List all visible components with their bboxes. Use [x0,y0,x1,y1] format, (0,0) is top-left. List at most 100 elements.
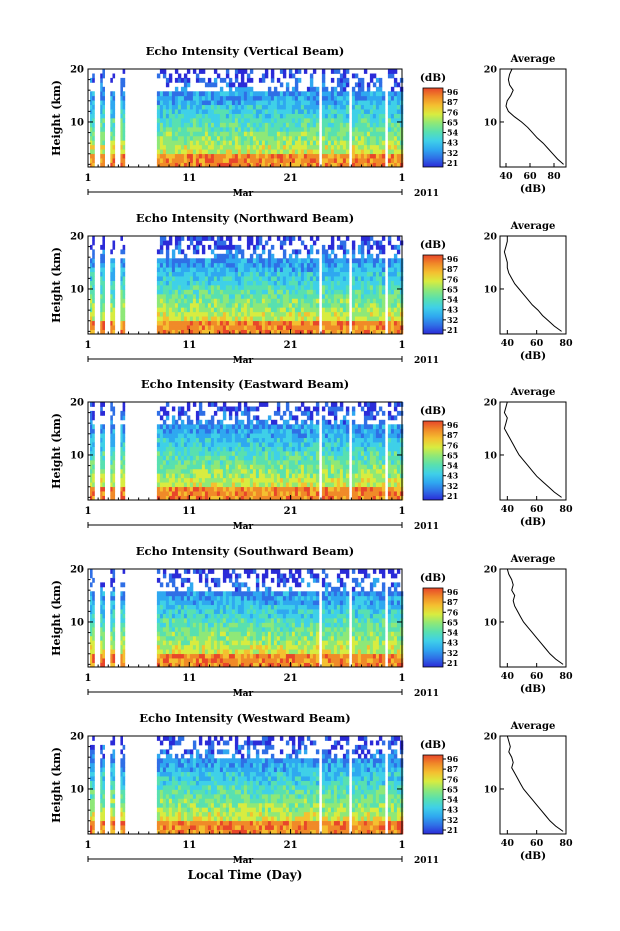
heatmap-cell [360,482,365,488]
heatmap-cell [102,280,105,286]
heatmap-cell [261,113,266,119]
heatmap-cell [282,442,287,447]
heatmap-cell [219,325,224,330]
heatmap-cell [225,428,230,434]
heatmap-cell [255,91,260,97]
heatmap-cell [186,491,191,496]
heatmap-cell [309,486,314,492]
heatmap-cell [255,144,260,150]
heatmap-cell [321,118,326,123]
heatmap-cell [228,477,233,483]
heatmap-cell [156,477,161,483]
heatmap-cell [234,249,239,255]
heatmap-cell [177,289,182,295]
heatmap-cell [225,135,230,141]
heatmap-cell [183,86,188,92]
heatmap-cell [171,316,176,322]
heatmap-cell [369,91,374,97]
heatmap-cell [207,293,212,299]
heatmap-cell [228,320,233,326]
heatmap-cell [264,109,269,114]
heatmap-cell [345,442,350,447]
heatmap-cell [210,100,215,106]
heatmap-cell [351,406,356,412]
heatmap-cell [321,244,326,250]
heatmap-cell [363,307,368,313]
heatmap-cell [303,311,308,317]
heatmap-cell [303,433,308,439]
heatmap-cell [210,329,215,335]
heatmap-cell [156,437,161,443]
heatmap-cell [246,459,251,465]
heatmap-cell [219,158,224,163]
heatmap-cell [213,473,218,479]
heatmap-cell [240,293,245,299]
heatmap-cell [324,293,329,299]
heatmap-cell [228,122,233,128]
heatmap-cell [285,406,290,412]
heatmap-cell [258,113,263,119]
heatmap-cell [222,468,227,474]
heatmap-cell [276,109,281,114]
heatmap-cell [168,258,173,264]
heatmap-cell [168,424,173,430]
heatmap-cell [309,158,314,163]
heatmap-cell [381,258,386,264]
heatmap-cell [378,262,383,268]
heatmap-cell [336,442,341,447]
heatmap-cell [252,311,257,317]
heatmap-cell [354,459,359,465]
heatmap-cell [312,162,317,168]
heatmap-cell [315,113,320,119]
heatmap-cell [210,140,215,146]
heatmap-cell [255,419,260,425]
heatmap-cell [249,131,254,137]
heatmap-cell [270,285,275,290]
heatmap-cell [225,406,230,412]
heatmap-cell [309,446,314,452]
heatmap-cell [309,267,314,273]
heatmap-cell [270,329,275,335]
heatmap-cell [162,446,167,452]
heatmap-cell [195,109,200,114]
heatmap-cell [306,271,311,277]
heatmap-cell [198,240,203,246]
heatmap-cell [195,91,200,97]
heatmap-cell [219,77,224,83]
heatmap-cell [186,320,191,326]
heatmap-cell [282,419,287,425]
heatmap-cell [204,428,209,434]
heatmap-cell [291,433,296,439]
heatmap-cell [351,271,356,277]
colorbar [422,87,444,168]
heatmap-cell [327,477,332,483]
heatmap-cell [252,276,257,281]
heatmap-cell [357,437,362,443]
heatmap-cell [219,437,224,443]
heatmap-cell [312,271,317,277]
heatmap-cell [120,455,123,461]
heatmap-cell [222,289,227,295]
heatmap-cell [327,464,332,470]
heatmap-cell [162,149,167,155]
heatmap-cell [357,258,362,264]
heatmap-cell [372,311,377,317]
heatmap-cell [162,424,167,430]
heatmap-cell [291,271,296,277]
heatmap-cell [249,293,254,299]
panel-title: Echo Intensity (Northward Beam) [136,211,354,225]
heatmap-cell [267,86,272,92]
heatmap-cell [330,298,335,304]
heatmap-cell [210,149,215,155]
heatmap-cell [297,135,302,141]
heatmap-cell [204,285,209,290]
heatmap-cell [222,455,227,461]
heatmap-cell [249,100,254,106]
heatmap-cell [264,135,269,141]
heatmap-cell [336,464,341,470]
heatmap-cell [120,415,123,421]
heatmap-cell [180,406,185,412]
heatmap-cell [315,298,320,304]
heatmap-cell [261,486,266,492]
heatmap-cell [396,307,401,313]
